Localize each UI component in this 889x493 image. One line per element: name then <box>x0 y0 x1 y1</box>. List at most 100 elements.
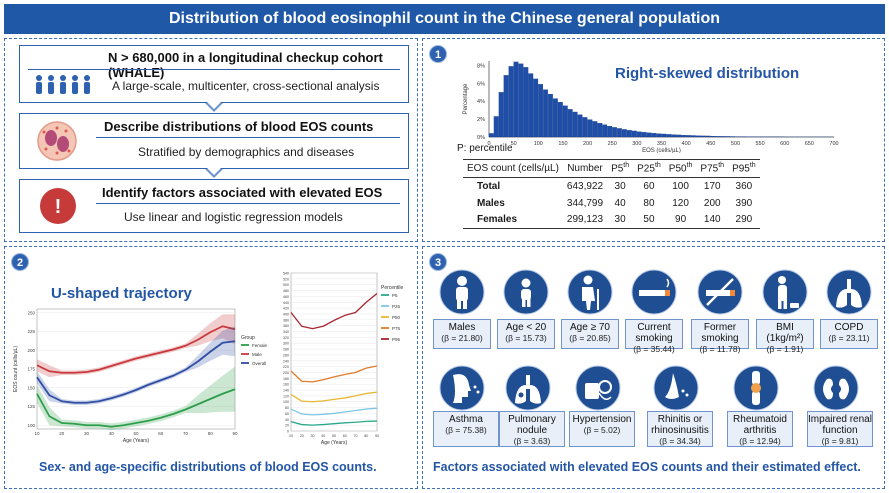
legend-title: Percentile <box>381 285 403 291</box>
alert-symbol: ! <box>55 196 62 218</box>
histogram-bar <box>690 135 696 138</box>
histogram-bar <box>666 134 672 138</box>
y-tick-label: 120 <box>283 394 289 398</box>
histogram-bar <box>597 123 603 138</box>
cohort-subtitle: A large-scale, multicenter, cross-sectio… <box>112 79 380 93</box>
factor-label-box: Pulmonary nodule (β = 3.63) <box>499 411 565 447</box>
factor-label: Former smoking <box>701 322 739 344</box>
factor-beta: (β = 5.02) <box>583 425 621 435</box>
histogram-bar <box>602 124 608 138</box>
lungs-icon <box>826 269 872 315</box>
y-tick-label: 220 <box>283 365 289 369</box>
y-tick-label: 460 <box>283 295 289 299</box>
factor-beta: (β = 9.81) <box>821 436 859 446</box>
percentile-note: P: percentile <box>457 143 513 154</box>
histogram-bar <box>621 129 627 138</box>
series-line <box>290 292 378 330</box>
factor-label: BMI (1kg/m²) <box>766 322 804 344</box>
x-tick-label: 20 <box>59 431 65 436</box>
factor-beta: (β = 11.78) <box>699 344 741 354</box>
x-tick-label: 50 <box>332 434 336 438</box>
confidence-band <box>37 314 235 378</box>
plot-area <box>290 272 378 432</box>
cohort-box: N > 680,000 in a longitudinal checkup co… <box>19 45 409 103</box>
panel2-title: U-shaped trajectory <box>51 285 192 302</box>
col-p95: P95th <box>728 159 760 178</box>
y-tick-label: 540 <box>283 272 289 276</box>
factor-beta: (β = 15.73) <box>505 333 547 343</box>
series-line <box>290 407 378 416</box>
nose-icon <box>653 365 699 411</box>
factor-label-box: Males (β = 21.80) <box>433 319 491 349</box>
factor-label-box: Current smoking (β = 35.44) <box>625 319 683 354</box>
factor-label: Hypertension <box>572 414 632 425</box>
x-tick-label: 400 <box>682 141 691 147</box>
factor-label-box: Impaired renal function (β = 9.81) <box>807 411 873 447</box>
blood-pressure-icon <box>575 365 621 411</box>
factor-beta: (β = 23.11) <box>828 333 870 343</box>
y-tick-label: 150 <box>27 385 35 390</box>
x-axis-label: Age (Years) <box>123 438 150 444</box>
x-tick-label: 40 <box>321 434 325 438</box>
flow-arrow-2 <box>205 168 223 178</box>
histogram-bar <box>715 136 721 138</box>
factor-label: Age ≥ 70 <box>570 322 610 333</box>
panel-number-3: 3 <box>429 253 447 271</box>
col-eos-count: EOS count (cells/µL) <box>463 159 563 178</box>
histogram-bar <box>548 93 553 138</box>
legend-label: Overall <box>252 361 266 366</box>
y-tick-label: 520 <box>283 277 289 281</box>
panel-number-2: 2 <box>11 253 29 271</box>
histogram-bar <box>503 75 509 138</box>
y-tick-label: 8% <box>477 63 485 69</box>
x-tick-label: 30 <box>311 434 315 438</box>
child-icon <box>503 269 549 315</box>
distribution-title: Describe distributions of blood EOS coun… <box>104 119 374 134</box>
histogram-bar <box>695 135 701 138</box>
x-tick-label: 60 <box>158 431 164 436</box>
body-weight-icon <box>762 269 808 315</box>
col-p50: P50th <box>664 159 697 178</box>
factor-label-box: Age ≥ 70 (β = 20.85) <box>561 319 619 349</box>
x-tick-label: 80 <box>208 431 214 436</box>
y-tick-label: 440 <box>283 301 289 305</box>
y-tick-label: 225 <box>27 329 35 334</box>
x-tick-label: 350 <box>657 141 666 147</box>
col-p75: P75th <box>696 159 729 178</box>
x-tick-label: 600 <box>780 141 789 147</box>
coughing-head-icon <box>439 365 485 411</box>
series-line <box>290 391 378 403</box>
x-axis-label: EOS (cells/µL) <box>642 148 681 153</box>
histogram-bar <box>636 131 642 138</box>
histogram-bar <box>617 128 622 138</box>
people-group-icon <box>36 75 90 94</box>
x-tick-label: 20 <box>300 434 304 438</box>
distribution-panel: 1 0% 2% 4% 6% 8% 0 50 100 150 200 250 300 350 400 450 5… <box>422 38 885 242</box>
x-tick-label: 40 <box>109 431 115 436</box>
y-tick-label: 40 <box>285 418 289 422</box>
factor-beta: (β = 75.38) <box>445 425 487 435</box>
legend-label: P75 <box>392 326 401 331</box>
factor-beta: (β = 34.34) <box>659 436 701 446</box>
x-tick-label: 60 <box>343 434 347 438</box>
distribution-subtitle: Stratified by demographics and diseases <box>138 145 355 159</box>
factor-label-box: BMI (1kg/m²) (β = 1.91) <box>756 319 814 354</box>
x-tick-label: 10 <box>34 431 40 436</box>
factor-beta: (β = 1.91) <box>766 344 804 354</box>
histogram-bar <box>641 132 647 138</box>
series-line <box>290 365 378 383</box>
table-row: Total 643,922 30 60 100 170 360 <box>477 180 753 192</box>
legend-label: P95 <box>392 337 401 342</box>
histogram-bar <box>488 133 494 138</box>
histogram-bar <box>656 133 662 138</box>
y-axis-label: EOS count (cells/µL) <box>13 346 19 392</box>
x-tick-label: 50 <box>511 141 517 147</box>
factor-beta: (β = 21.80) <box>441 333 483 343</box>
y-tick-label: 320 <box>283 336 289 340</box>
histogram-bar <box>730 136 736 138</box>
legend-label: Male <box>252 352 262 357</box>
alert-icon: ! <box>40 188 76 224</box>
factor-label-box: Rheumatoid arthritis (β = 12.94) <box>727 411 793 447</box>
histogram-bar <box>582 117 588 138</box>
